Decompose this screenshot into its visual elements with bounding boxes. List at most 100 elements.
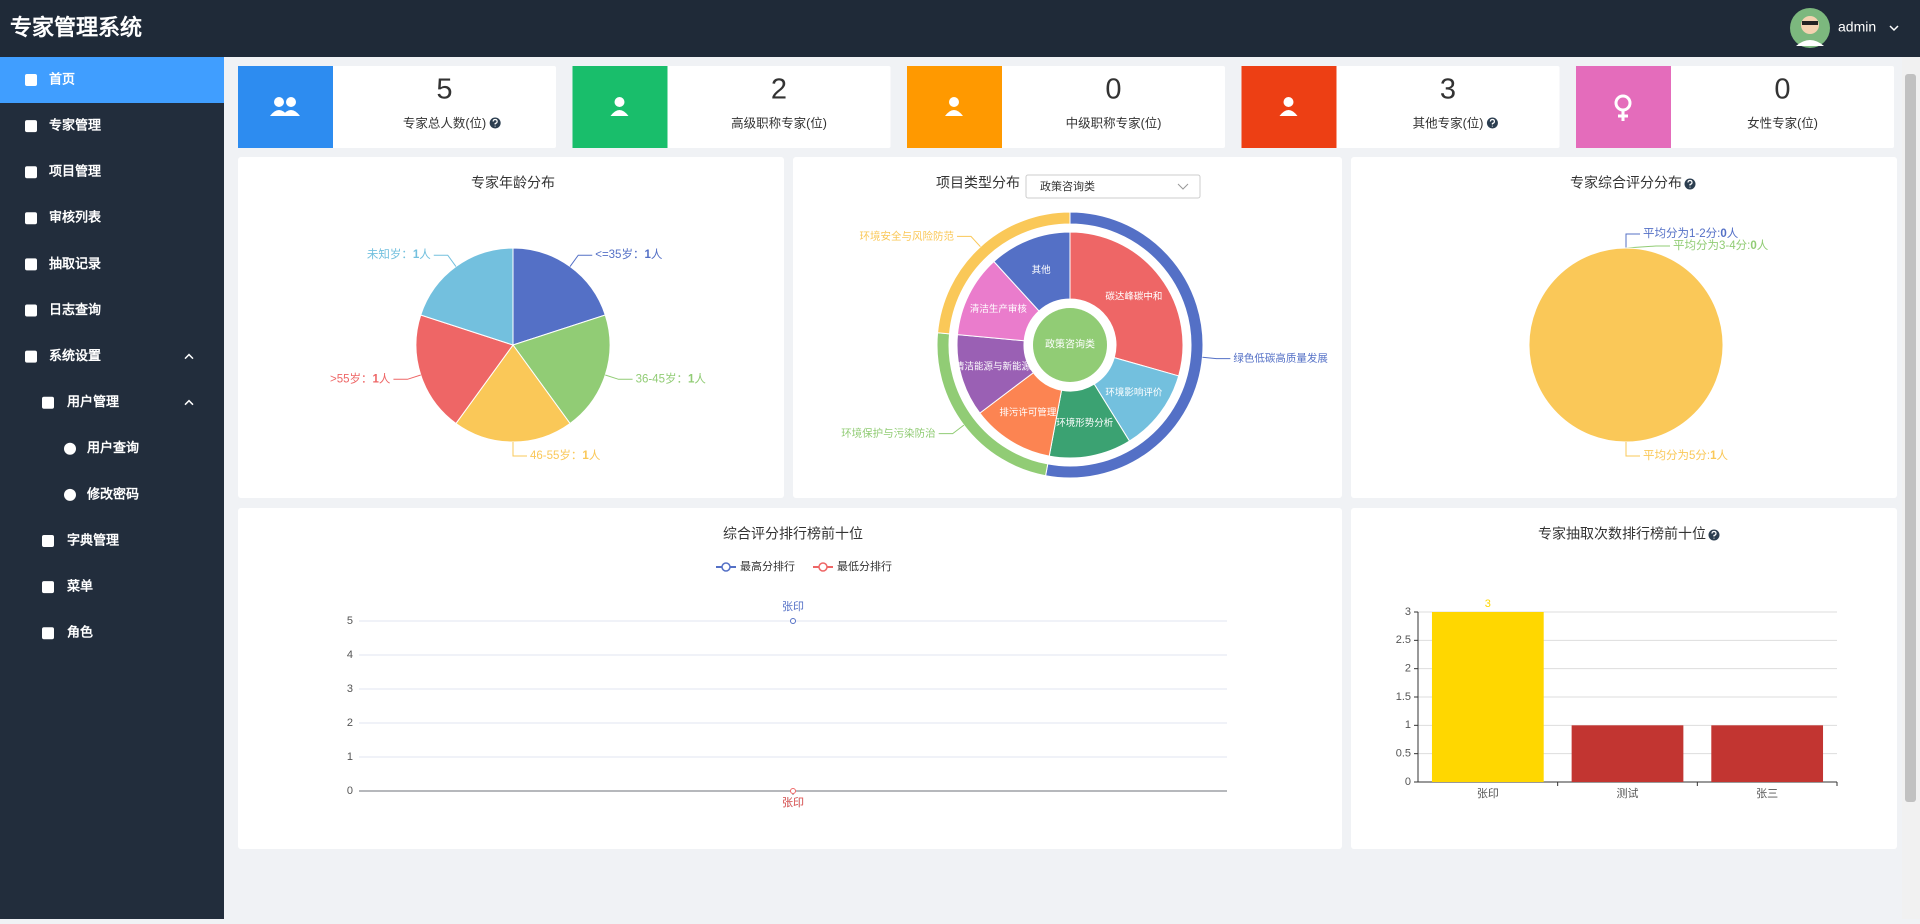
scroll-thumb[interactable] (1905, 74, 1916, 802)
x-tick-label: 张印 (782, 796, 804, 809)
menu-icon[interactable] (25, 258, 37, 271)
avatar-body (1796, 40, 1824, 46)
label-part: 人 (589, 449, 601, 462)
panel-title: 专家年龄分布 (471, 175, 555, 191)
slice-label: >55岁：1人 (330, 371, 391, 385)
label-part: ： (401, 249, 413, 261)
menu-item[interactable]: 修改密码 (86, 486, 139, 501)
label-part: 未知岁 (367, 247, 402, 261)
slice-label: 平均分为3-4分:0人 (1673, 239, 1769, 252)
bar[interactable] (1571, 725, 1684, 782)
label-part: 人 (1717, 449, 1729, 462)
icon (949, 97, 959, 107)
menu-item[interactable]: 抽取记录 (49, 256, 101, 271)
label-part: 环境保护与污染防治 (841, 426, 936, 439)
x-tick-label: 张三 (1756, 787, 1778, 800)
label-part: : (1717, 228, 1720, 240)
slice-label: 绿色低碳高质量发展 (1233, 351, 1328, 364)
label-part: ： (361, 373, 373, 385)
y-tick-label: 3 (347, 683, 353, 695)
menu-icon[interactable] (25, 74, 37, 86)
menu-item[interactable]: 审核列表 (49, 210, 102, 225)
menu-item[interactable]: 首页 (49, 71, 75, 86)
slice-label: 平均分为1-2分:0人 (1643, 227, 1739, 240)
slice-label: 环境安全与风险防范 (859, 229, 954, 242)
line-point (790, 618, 796, 624)
pie-slice (420, 247, 514, 346)
y-tick-label: 1 (347, 751, 353, 763)
legend-marker[interactable] (721, 562, 731, 572)
menu-icon[interactable] (25, 212, 37, 225)
menu-item[interactable]: 日志查询 (49, 302, 101, 317)
label-line (1625, 245, 1670, 249)
dropdown[interactable] (1025, 174, 1201, 199)
slice-label: 环境影响评价 (1105, 387, 1163, 399)
y-tick-label: 2 (347, 717, 353, 729)
label-part: 平均分为1-2分 (1643, 227, 1718, 240)
icon (274, 97, 284, 107)
bar[interactable] (1431, 612, 1544, 782)
menu-item[interactable]: 项目管理 (49, 164, 101, 179)
menu-icon[interactable] (25, 166, 37, 179)
label-part: 46-55岁 (530, 448, 571, 462)
menu-icon[interactable] (64, 488, 76, 501)
header-bar (0, 0, 1920, 57)
menu-icon[interactable] (25, 350, 37, 363)
menu-icon[interactable] (64, 442, 76, 455)
menu-icon[interactable] (25, 120, 37, 133)
panel (238, 508, 1342, 849)
label-part: 0 (1720, 228, 1726, 240)
label-part: 人 (1757, 239, 1769, 252)
menu-item[interactable]: 系统设置 (49, 348, 101, 363)
menu-icon[interactable] (42, 581, 54, 594)
menu-item[interactable]: 角色 (67, 625, 93, 640)
dropdown-value[interactable]: 政策咨询类 (1040, 179, 1095, 193)
menu-item[interactable]: 用户管理 (66, 394, 119, 409)
pie-slice (455, 344, 571, 443)
menu-item[interactable]: 字典管理 (67, 532, 119, 547)
user-name[interactable]: admin (1838, 19, 1876, 35)
sunburst-slice (993, 231, 1071, 312)
label-part: ： (676, 373, 688, 385)
label-part: >55岁 (330, 371, 361, 385)
stat-label: 专家总人数(位) (403, 115, 486, 130)
bar[interactable] (1711, 725, 1824, 782)
menu-item[interactable]: 专家管理 (49, 118, 101, 133)
label-part: 平均分为5分 (1643, 449, 1707, 462)
stat-icon-box (907, 66, 1002, 148)
y-tick-label: 5 (347, 615, 353, 627)
menu-icon[interactable] (42, 535, 54, 547)
label-part: 绿色低碳高质量发展 (1233, 351, 1328, 364)
y-tick-label: 4 (347, 649, 353, 661)
menu-icon[interactable] (42, 627, 54, 640)
label-part: 人 (379, 372, 391, 385)
label-part: 0 (1750, 240, 1756, 252)
label-part: 36-45岁 (636, 371, 677, 385)
legend-label[interactable]: 最高分排行 (740, 559, 795, 573)
user-caret[interactable] (1889, 25, 1899, 32)
legend-marker[interactable] (818, 562, 828, 572)
menu-icon[interactable] (25, 304, 37, 317)
panel-title: 综合评分排行榜前十位 (723, 526, 863, 542)
app-title: 专家管理系统 (10, 15, 142, 40)
stat-icon-box (1241, 66, 1337, 148)
stat-icon-box (1576, 66, 1671, 148)
y-tick-label: 0 (347, 785, 353, 797)
icon (282, 110, 300, 116)
label-part: 1 (373, 373, 380, 385)
menu-item[interactable]: 用户查询 (86, 440, 139, 455)
x-tick-label: 测试 (1617, 787, 1639, 800)
menu-icon[interactable] (42, 396, 54, 409)
label-part: 1 (688, 373, 695, 385)
y-tick-label: 2 (1405, 663, 1411, 675)
menu-item[interactable]: 菜单 (66, 579, 93, 594)
label-line (605, 374, 633, 380)
sunburst-slice (1069, 231, 1184, 377)
label-part: : (1747, 240, 1750, 252)
label-part: ： (633, 249, 645, 261)
legend-label[interactable]: 最低分排行 (837, 559, 892, 573)
line-point (790, 788, 796, 794)
slice-label: 36-45岁：1人 (636, 371, 707, 385)
help-glyph (492, 118, 498, 127)
